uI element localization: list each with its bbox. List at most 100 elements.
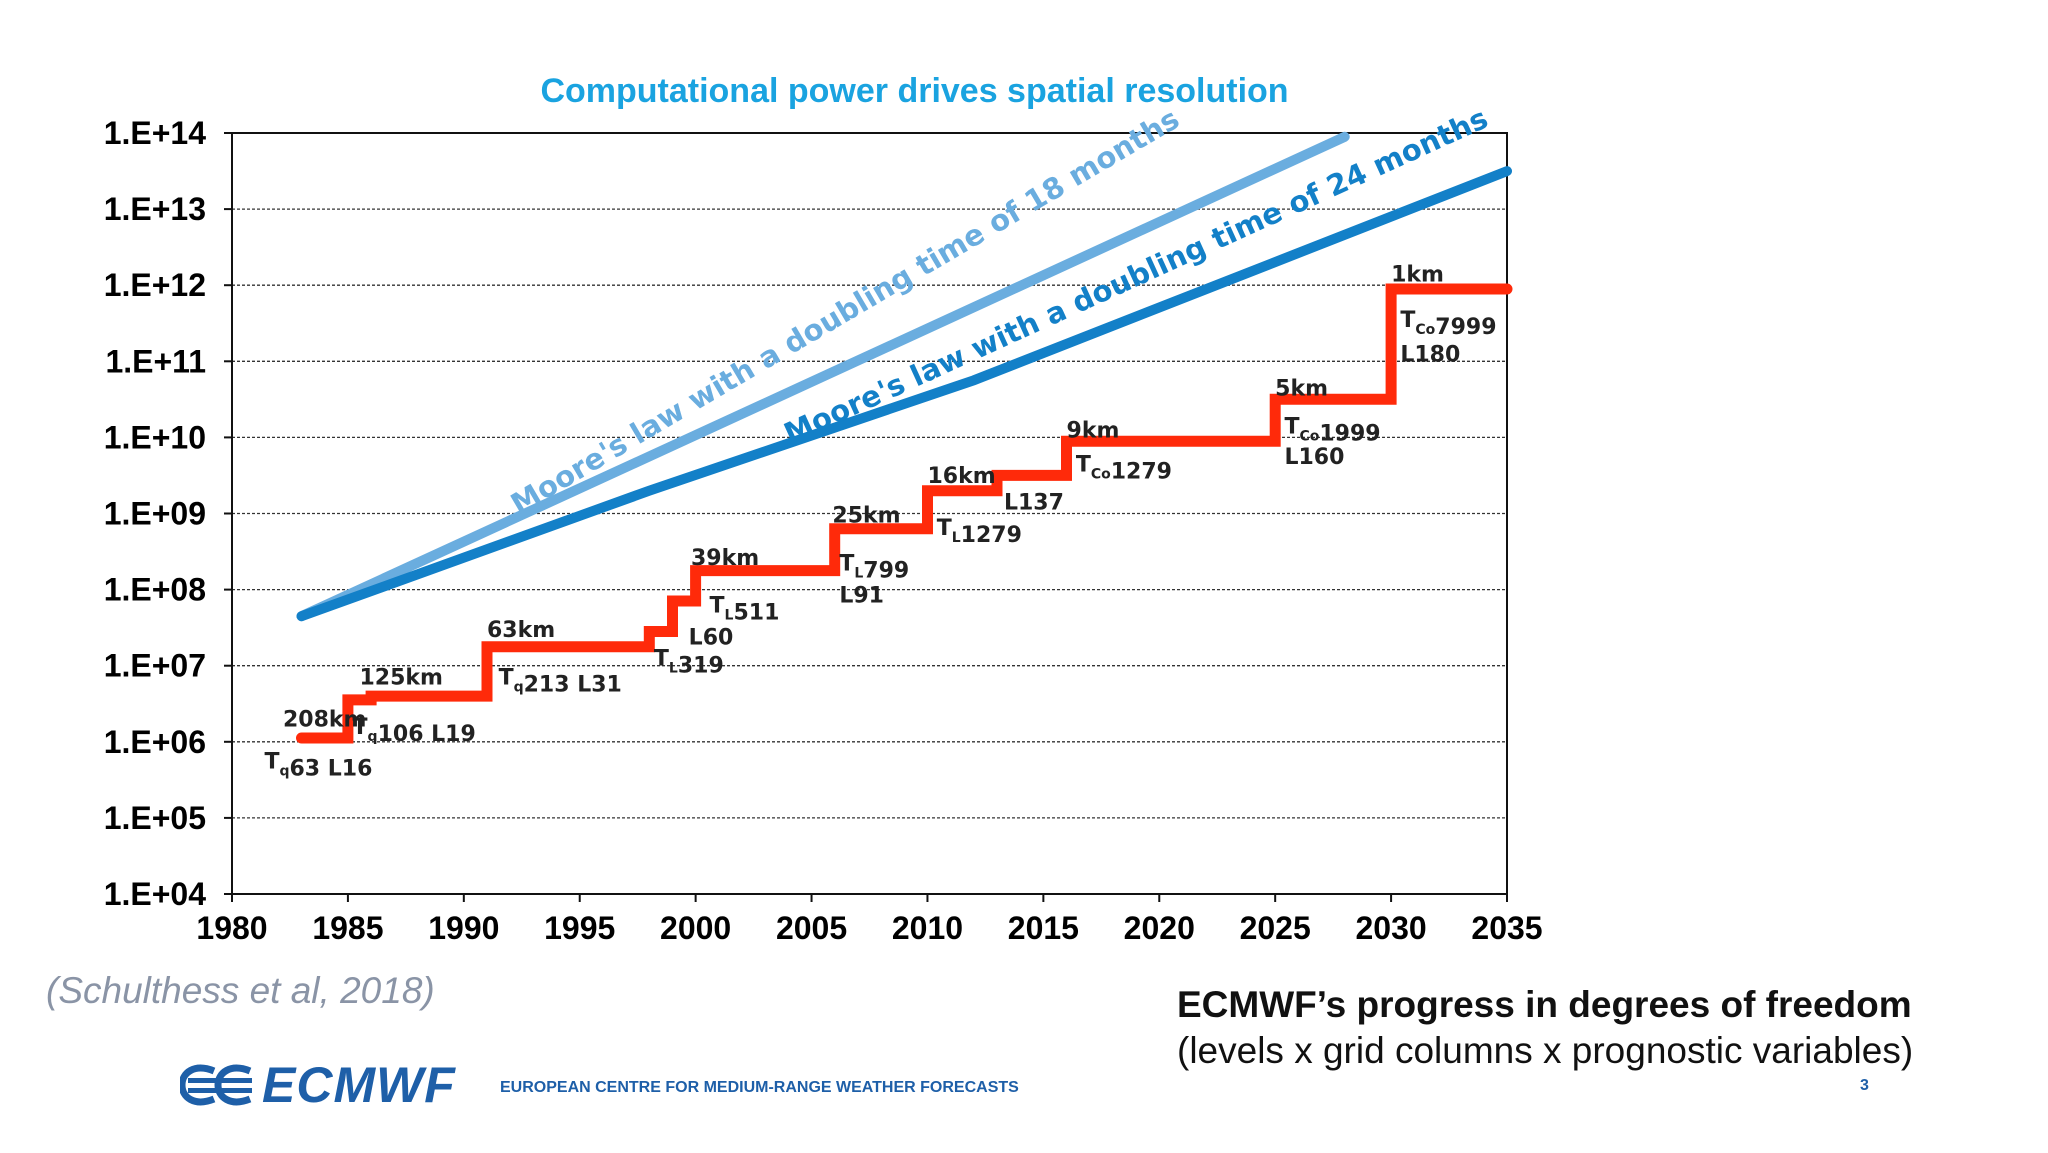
page-number: 3 [1860,1077,1869,1094]
annotation-text: 208km [283,708,366,733]
annotation-subscript: Co [1415,322,1435,338]
resolution-annotation: 208km [283,708,366,733]
annotation-subscript: L [669,661,678,677]
y-tick-label: 1.E+10 [104,419,206,455]
resolution-annotation: 9km [1067,418,1120,443]
annotation-subscript: q [279,763,289,779]
x-tick-label: 2020 [1124,910,1195,946]
annotation-text: 319 [678,654,724,679]
y-tick-label: 1.E+12 [104,267,206,303]
annotation-text: T [937,516,952,541]
chart-title: Computational power drives spatial resol… [540,72,1288,110]
annotation-subscript: L [854,566,863,582]
moores-law-line-18-months [296,131,1350,622]
annotation-subscript: q [514,680,524,696]
x-tick-label: 2025 [1240,910,1311,946]
resolution-annotation: TL511 [710,593,780,625]
y-tick-label: 1.E+08 [104,572,206,608]
annotation-text: 799 [863,559,909,584]
resolution-annotation: L160 [1284,445,1344,470]
y-tick-label: 1.E+11 [105,343,206,379]
resolution-annotation: 16km [927,464,995,489]
annotation-text: 106 L19 [378,722,476,747]
x-tick-label: 2000 [660,910,731,946]
annotation-text: T [710,593,725,618]
resolution-annotation: Tq106 L19 [353,715,476,747]
resolution-annotation: 39km [691,546,759,571]
annotation-text: T [654,647,669,672]
annotation-text: 125km [360,666,443,691]
resolution-annotation: L137 [1004,491,1064,516]
annotation-text: L137 [1004,491,1064,516]
resolution-annotation: 125km [360,666,443,691]
resolution-annotation: Tq63 L16 [264,749,372,781]
annotation-text: 1279 [1111,460,1172,485]
x-tick-label: 2015 [1008,910,1079,946]
annotation-subscript: Co [1091,467,1111,483]
annotation-subscript: L [952,530,961,546]
annotation-subscript: Co [1299,429,1319,445]
x-tick-label: 2035 [1471,910,1542,946]
ecmwf-resolution-step-line [296,283,1513,744]
y-tick-label: 1.E+04 [104,876,207,912]
annotation-text: 16km [927,464,995,489]
resolution-annotation: L60 [689,625,734,650]
annotation-text: 1999 [1319,422,1380,447]
annotation-subscript: q [368,729,378,745]
annotation-text: L60 [689,625,734,650]
chart: Computational power drives spatial resol… [104,72,1543,946]
annotation-text: 7999 [1435,315,1496,340]
resolution-annotation: 5km [1275,377,1328,402]
resolution-annotation: TL1279 [937,516,1022,548]
ecmwf-logo: ECMWF [180,1056,456,1114]
annotation-text: 25km [832,504,900,529]
annotation-text: 5km [1275,377,1328,402]
y-tick-label: 1.E+14 [104,115,207,151]
x-tick-label: 1990 [428,910,499,946]
x-tick-label: 1985 [312,910,383,946]
y-tick-label: 1.E+05 [104,800,206,836]
annotation-text: T [264,749,279,774]
annotation-text: 9km [1067,418,1120,443]
annotation-text: T [1076,453,1091,478]
annotation-text: L180 [1400,342,1460,367]
y-tick-label: 1.E+13 [104,191,206,227]
caption-subtitle: (levels x grid columns x prognostic vari… [1177,1030,1914,1071]
y-tick-label: 1.E+09 [104,496,206,532]
resolution-annotation: TL319 [654,647,724,679]
annotation-text: 511 [733,600,779,625]
caption-title: ECMWF’s progress in degrees of freedom [1177,984,1912,1025]
y-tick-label: 1.E+07 [104,648,206,684]
x-tick-label: 1995 [544,910,615,946]
annotation-text: T [353,715,368,740]
annotation-text: 1km [1391,262,1444,287]
resolution-annotation: L91 [839,584,884,609]
annotation-text: 1279 [961,523,1022,548]
annotation-text: L91 [839,584,884,609]
annotation-text: L160 [1284,445,1344,470]
resolution-annotation: TCo7999 [1400,308,1496,340]
annotation-text: 63km [487,618,555,643]
moores-law-line-24-months [296,166,1512,622]
annotation-text: T [1284,415,1299,440]
annotation-text: T [1400,308,1415,333]
resolution-annotation: 25km [832,504,900,529]
annotation-text: 39km [691,546,759,571]
organization-name: EUROPEAN CENTRE FOR MEDIUM-RANGE WEATHER… [500,1079,1019,1096]
logo-text: ECMWF [262,1057,456,1113]
resolution-annotation: TCo1999 [1284,415,1380,447]
resolution-annotation: 1km [1391,262,1444,287]
ecmwf-logo-icon [180,1064,252,1106]
x-tick-label: 2005 [776,910,847,946]
annotation-text: 63 L16 [290,756,373,781]
resolution-annotation: TCo1279 [1076,453,1172,485]
annotation-text: 213 L31 [524,673,622,698]
annotation-subscript: L [725,607,734,623]
annotation-text: T [499,666,514,691]
resolution-annotation: 63km [487,618,555,643]
resolution-annotation: TL799 [839,552,909,584]
citation: (Schulthess et al, 2018) [46,970,435,1011]
x-tick-label: 1980 [196,910,267,946]
x-tick-label: 2030 [1355,910,1426,946]
x-tick-label: 2010 [892,910,963,946]
